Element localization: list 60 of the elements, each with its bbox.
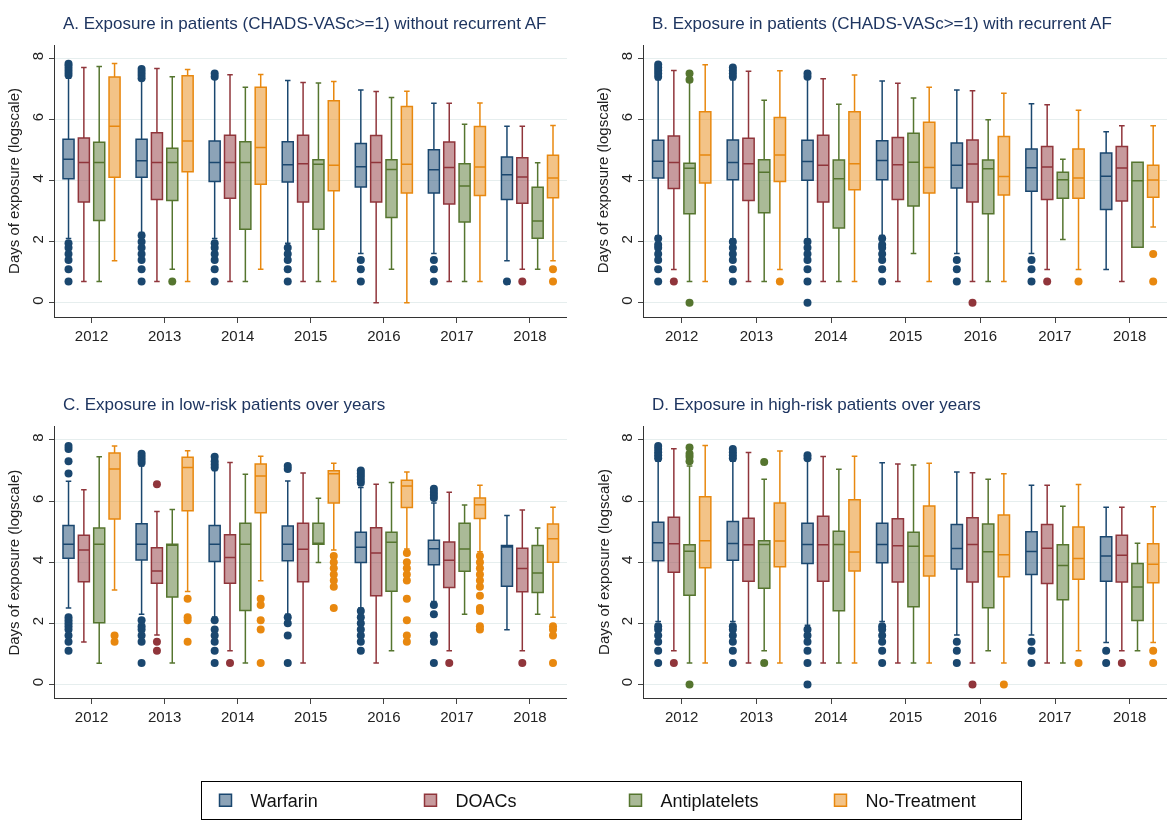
y-tick-label: 8 bbox=[618, 433, 636, 442]
legend-label: Antiplatelets bbox=[660, 791, 759, 812]
y-tick-label: 6 bbox=[29, 113, 46, 122]
y-tick-label: 2 bbox=[29, 235, 46, 244]
x-tick-label: 2017 bbox=[440, 708, 474, 726]
x-tick-label: 2018 bbox=[1112, 326, 1147, 344]
x-tick-label: 2018 bbox=[1112, 708, 1147, 726]
x-tick-label: 2013 bbox=[147, 326, 182, 344]
x-tick-label: 2012 bbox=[74, 326, 109, 344]
x-tick-label: 2013 bbox=[147, 708, 182, 726]
y-tick-label: 6 bbox=[618, 113, 636, 122]
y-tick-label: 0 bbox=[29, 296, 46, 305]
x-tick-label: 2014 bbox=[814, 326, 848, 344]
x-tick-label: 2015 bbox=[888, 326, 923, 344]
y-tick-label: 8 bbox=[29, 51, 46, 61]
y-tick-label: 4 bbox=[618, 174, 636, 183]
x-tick-label: 2016 bbox=[963, 326, 998, 344]
y-tick-label: 6 bbox=[618, 494, 636, 503]
y-tick-label: 4 bbox=[29, 174, 46, 183]
y-tick-label: 8 bbox=[29, 433, 46, 442]
chart-title: C. Exposure in low-risk patients over years bbox=[63, 395, 386, 414]
y-tick-label: 4 bbox=[29, 555, 46, 565]
x-tick-label: 2017 bbox=[1038, 326, 1072, 344]
x-tick-label: 2013 bbox=[739, 708, 774, 726]
y-tick-label: 8 bbox=[618, 51, 636, 61]
x-tick-label: 2014 bbox=[221, 708, 255, 726]
y-tick-label: 0 bbox=[618, 296, 636, 305]
x-tick-label: 2012 bbox=[665, 708, 699, 726]
chart-title: B. Exposure in patients (CHADS-VASc>=1) with recurrent AF bbox=[652, 14, 1112, 33]
x-tick-label: 2012 bbox=[665, 326, 699, 344]
y-axis-title: Days of exposure (logscale) bbox=[4, 87, 22, 274]
x-tick-label: 2016 bbox=[367, 326, 401, 344]
y-tick-label: 2 bbox=[618, 235, 636, 244]
chart-title: D. Exposure in high-risk patients over years bbox=[652, 395, 981, 414]
x-tick-label: 2014 bbox=[221, 326, 255, 344]
y-axis-title: Days of exposure (logscale) bbox=[594, 87, 612, 274]
x-tick-label: 2016 bbox=[367, 708, 401, 726]
x-tick-label: 2015 bbox=[294, 708, 328, 726]
y-axis-title: Days of exposure (logscale) bbox=[594, 468, 612, 655]
x-tick-label: 2018 bbox=[513, 326, 547, 344]
x-tick-label: 2013 bbox=[739, 326, 774, 344]
y-tick-label: 6 bbox=[29, 494, 46, 503]
chart-title: A. Exposure in patients (CHADS-VASc>=1) without recurrent AF bbox=[63, 14, 547, 33]
legend-label: No-Treatment bbox=[865, 791, 976, 812]
legend-label: DOACs bbox=[455, 791, 517, 812]
y-tick-label: 2 bbox=[618, 616, 636, 626]
y-axis-title: Days of exposure (logscale) bbox=[5, 469, 23, 656]
x-tick-label: 2012 bbox=[74, 708, 109, 726]
x-tick-label: 2015 bbox=[294, 326, 328, 344]
x-tick-label: 2015 bbox=[888, 708, 923, 726]
x-tick-label: 2016 bbox=[963, 708, 998, 726]
legend-label: Warfarin bbox=[250, 791, 318, 812]
x-tick-label: 2018 bbox=[513, 708, 547, 726]
x-tick-label: 2017 bbox=[440, 326, 474, 344]
y-tick-label: 0 bbox=[618, 678, 636, 687]
y-tick-label: 4 bbox=[618, 555, 636, 565]
y-tick-label: 0 bbox=[29, 678, 46, 687]
x-tick-label: 2017 bbox=[1038, 708, 1072, 726]
y-tick-label: 2 bbox=[29, 616, 46, 626]
x-tick-label: 2014 bbox=[814, 708, 848, 726]
